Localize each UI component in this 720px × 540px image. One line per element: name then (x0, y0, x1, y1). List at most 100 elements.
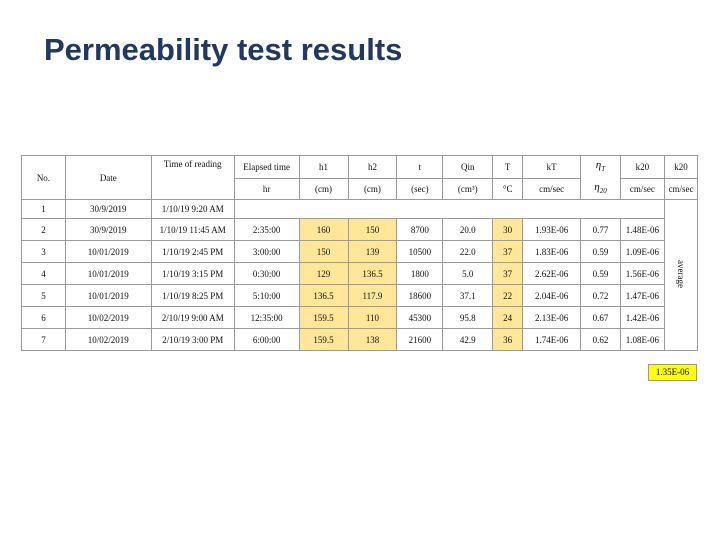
cell-temperature: 24 (492, 306, 524, 329)
header-t: t (396, 155, 444, 179)
header-h2: h2 (347, 155, 398, 179)
cell-time: 1/10/19 3:15 PM (150, 262, 235, 285)
header-k20: k20 (619, 155, 665, 179)
table-header-row: No. Date Time of reading Elapsed time h1… (21, 155, 699, 200)
cell-elapsed: 5:10:00 (233, 284, 300, 307)
cell-temperature: 37 (492, 240, 524, 263)
cell-ratio: 0.59 (580, 262, 621, 285)
cell-no: 5 (21, 284, 66, 307)
cell-time: 1/10/19 2:45 PM (150, 240, 235, 263)
cell-k20: 1.47E-06 (619, 284, 665, 307)
cell-h1: 129 (298, 262, 349, 285)
cell-date: 10/01/2019 (64, 262, 152, 285)
table-row: 7 10/02/2019 2/10/19 3:00 PM 6:00:00 159… (21, 328, 698, 351)
slide-title: Permeability test results (44, 32, 403, 67)
cell-elapsed: 12:35:00 (233, 306, 300, 329)
cell-no: 2 (21, 218, 66, 241)
cell-h1: 136.5 (298, 284, 349, 307)
cell-ratio: 0.72 (580, 284, 621, 307)
cell-t: 8700 (396, 218, 444, 241)
cell-ratio: 0.62 (580, 328, 621, 351)
cell-time: 1/10/19 11:45 AM (150, 218, 235, 241)
cell-ratio: 0.77 (580, 218, 621, 241)
cell-t: 10500 (396, 240, 444, 263)
cell-temperature: 30 (492, 218, 524, 241)
header-time-of-reading: Time of reading (150, 155, 235, 200)
table-row: 4 10/01/2019 1/10/19 3:15 PM 0:30:00 129… (21, 262, 698, 285)
header-h1: h1 (298, 155, 349, 179)
cell-k20: 1.08E-06 (619, 328, 665, 351)
cell-date: 10/02/2019 (64, 306, 152, 329)
cell-kt: 1.74E-06 (522, 328, 582, 351)
cell-h1: 159.5 (298, 306, 349, 329)
cell-temperature: 36 (492, 328, 524, 351)
cell-ratio: 0.67 (580, 306, 621, 329)
cell-qin: 42.9 (442, 328, 494, 351)
permeability-results-table: No. Date Time of reading Elapsed time h1… (21, 155, 699, 351)
cell-h1: 160 (298, 218, 349, 241)
header-viscosity-ratio-top: ηT (580, 155, 621, 179)
cell-h2: 110 (347, 306, 398, 329)
table-row: 5 10/01/2019 1/10/19 8:25 PM 5:10:00 136… (21, 284, 698, 307)
cell-elapsed: 3:00:00 (233, 240, 300, 263)
header-kt: kT (522, 155, 582, 179)
cell-time: 1/10/19 8:25 PM (150, 284, 235, 307)
unit-h2: (cm) (347, 178, 398, 200)
header-no: No. (21, 155, 66, 200)
cell-h2: 138 (347, 328, 398, 351)
cell-no: 1 (21, 199, 66, 219)
empty-cells (234, 200, 664, 219)
cell-k20: 1.56E-06 (619, 262, 665, 285)
cell-no: 4 (21, 262, 66, 285)
cell-date: 10/01/2019 (64, 240, 152, 263)
unit-elapsed-time: hr (233, 178, 300, 200)
header-temperature: T (492, 155, 524, 179)
cell-no: 3 (21, 240, 66, 263)
cell-date: 10/01/2019 (64, 284, 152, 307)
cell-kt: 1.83E-06 (522, 240, 582, 263)
cell-time: 1/10/19 9:20 AM (150, 199, 235, 219)
cell-temperature: 22 (492, 284, 524, 307)
cell-h1: 159.5 (298, 328, 349, 351)
unit-t: (sec) (396, 178, 444, 200)
cell-qin: 20.0 (442, 218, 494, 241)
unit-temperature: °C (492, 178, 524, 200)
cell-kt: 2.13E-06 (522, 306, 582, 329)
cell-date: 10/02/2019 (64, 328, 152, 351)
cell-k20: 1.48E-06 (619, 218, 665, 241)
cell-time: 2/10/19 9:00 AM (150, 306, 235, 329)
cell-t: 21600 (396, 328, 444, 351)
average-label: average (675, 260, 686, 288)
cell-date: 30/9/2019 (64, 199, 152, 219)
unit-k20: cm/sec (619, 178, 665, 200)
cell-no: 7 (21, 328, 66, 351)
cell-qin: 95.8 (442, 306, 494, 329)
cell-time: 2/10/19 3:00 PM (150, 328, 235, 351)
cell-h2: 136.5 (347, 262, 398, 285)
unit-qin: (cm³) (442, 178, 494, 200)
unit-kt: cm/sec (522, 178, 582, 200)
cell-t: 1800 (396, 262, 444, 285)
average-label-cell: average (663, 199, 699, 351)
table-row: 2 30/9/2019 1/10/19 11:45 AM 2:35:00 160… (21, 218, 698, 241)
header-qin: Qin (442, 155, 494, 179)
cell-t: 18600 (396, 284, 444, 307)
header-date: Date (64, 155, 152, 200)
cell-h2: 117.9 (347, 284, 398, 307)
cell-temperature: 37 (492, 262, 524, 285)
cell-k20: 1.09E-06 (619, 240, 665, 263)
table-units-row: hr (cm) (cm) (sec) (cm³) °C cm/sec η20 c… (22, 178, 699, 200)
cell-ratio: 0.59 (580, 240, 621, 263)
cell-date: 30/9/2019 (64, 218, 152, 241)
unit-h1: (cm) (298, 178, 349, 200)
eta-denominator: η20 (594, 180, 607, 195)
table-row: 6 10/02/2019 2/10/19 9:00 AM 12:35:00 15… (21, 306, 698, 329)
cell-h1: 150 (298, 240, 349, 263)
unit-k20-average: cm/sec (663, 178, 699, 200)
cell-h2: 150 (347, 218, 398, 241)
cell-elapsed: 0:30:00 (233, 262, 300, 285)
cell-kt: 2.04E-06 (522, 284, 582, 307)
header-elapsed-time: Elapsed time (233, 155, 300, 179)
cell-h2: 139 (347, 240, 398, 263)
cell-elapsed: 2:35:00 (233, 218, 300, 241)
